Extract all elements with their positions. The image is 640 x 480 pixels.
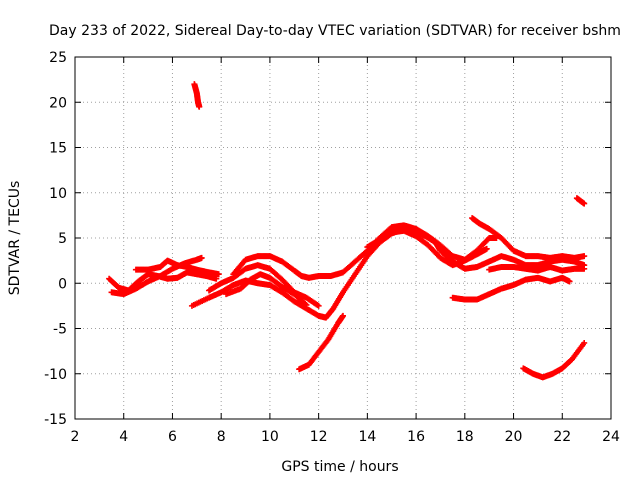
data-point [581, 339, 588, 346]
x-tick-label: 18 [456, 429, 474, 445]
series-track-k [469, 215, 588, 261]
data-point [315, 302, 322, 309]
x-tick-label: 16 [407, 429, 425, 445]
data-point [215, 271, 222, 278]
data-points [106, 81, 588, 381]
series-track-d [188, 225, 588, 321]
x-axis-label: GPS time / hours [281, 459, 398, 475]
x-tick-label: 4 [119, 429, 128, 445]
series-track-o [573, 195, 588, 207]
x-tick-label: 14 [358, 429, 376, 445]
y-tick-label: 20 [49, 95, 67, 111]
series-track-c [132, 257, 222, 278]
data-point [581, 253, 588, 260]
y-tick-label: 5 [58, 231, 67, 247]
series-track-h [296, 312, 346, 373]
y-tick-label: -10 [44, 367, 67, 383]
data-point [196, 103, 203, 110]
series-track-n [191, 81, 203, 110]
x-tick-label: 8 [217, 429, 226, 445]
x-axis: 2 4 6 8 10 12 14 16 18 20 22 24 [71, 57, 620, 445]
y-tick-label: 25 [49, 50, 67, 66]
data-point [303, 301, 310, 308]
x-tick-label: 2 [71, 429, 80, 445]
series-track-m [520, 339, 588, 381]
x-tick-label: 12 [310, 429, 328, 445]
x-tick-label: 22 [553, 429, 571, 445]
y-axis: -15 -10 -5 0 5 10 15 20 25 [44, 50, 611, 428]
grid [75, 57, 611, 419]
data-point [483, 245, 490, 252]
y-tick-label: -5 [53, 322, 67, 338]
x-tick-label: 6 [168, 429, 177, 445]
series-track-b [108, 254, 205, 298]
data-point [581, 200, 588, 207]
chart-title: Day 233 of 2022, Sidereal Day-to-day VTE… [49, 23, 621, 39]
series-track-l [486, 263, 588, 274]
series-track-f [223, 271, 310, 308]
data-point [340, 312, 346, 319]
series-track-i [364, 227, 490, 269]
y-tick-label: -15 [44, 412, 67, 428]
data-point [581, 265, 588, 272]
data-point [566, 278, 573, 285]
x-tick-label: 24 [602, 429, 620, 445]
y-axis-label: SDTVAR / TECUs [7, 181, 23, 296]
y-tick-label: 15 [49, 141, 67, 157]
data-point [198, 254, 205, 261]
x-tick-label: 10 [261, 429, 279, 445]
x-tick-label: 20 [505, 429, 523, 445]
series-track-j [449, 274, 573, 303]
y-tick-label: 0 [58, 276, 67, 292]
y-tick-label: 10 [49, 186, 67, 202]
